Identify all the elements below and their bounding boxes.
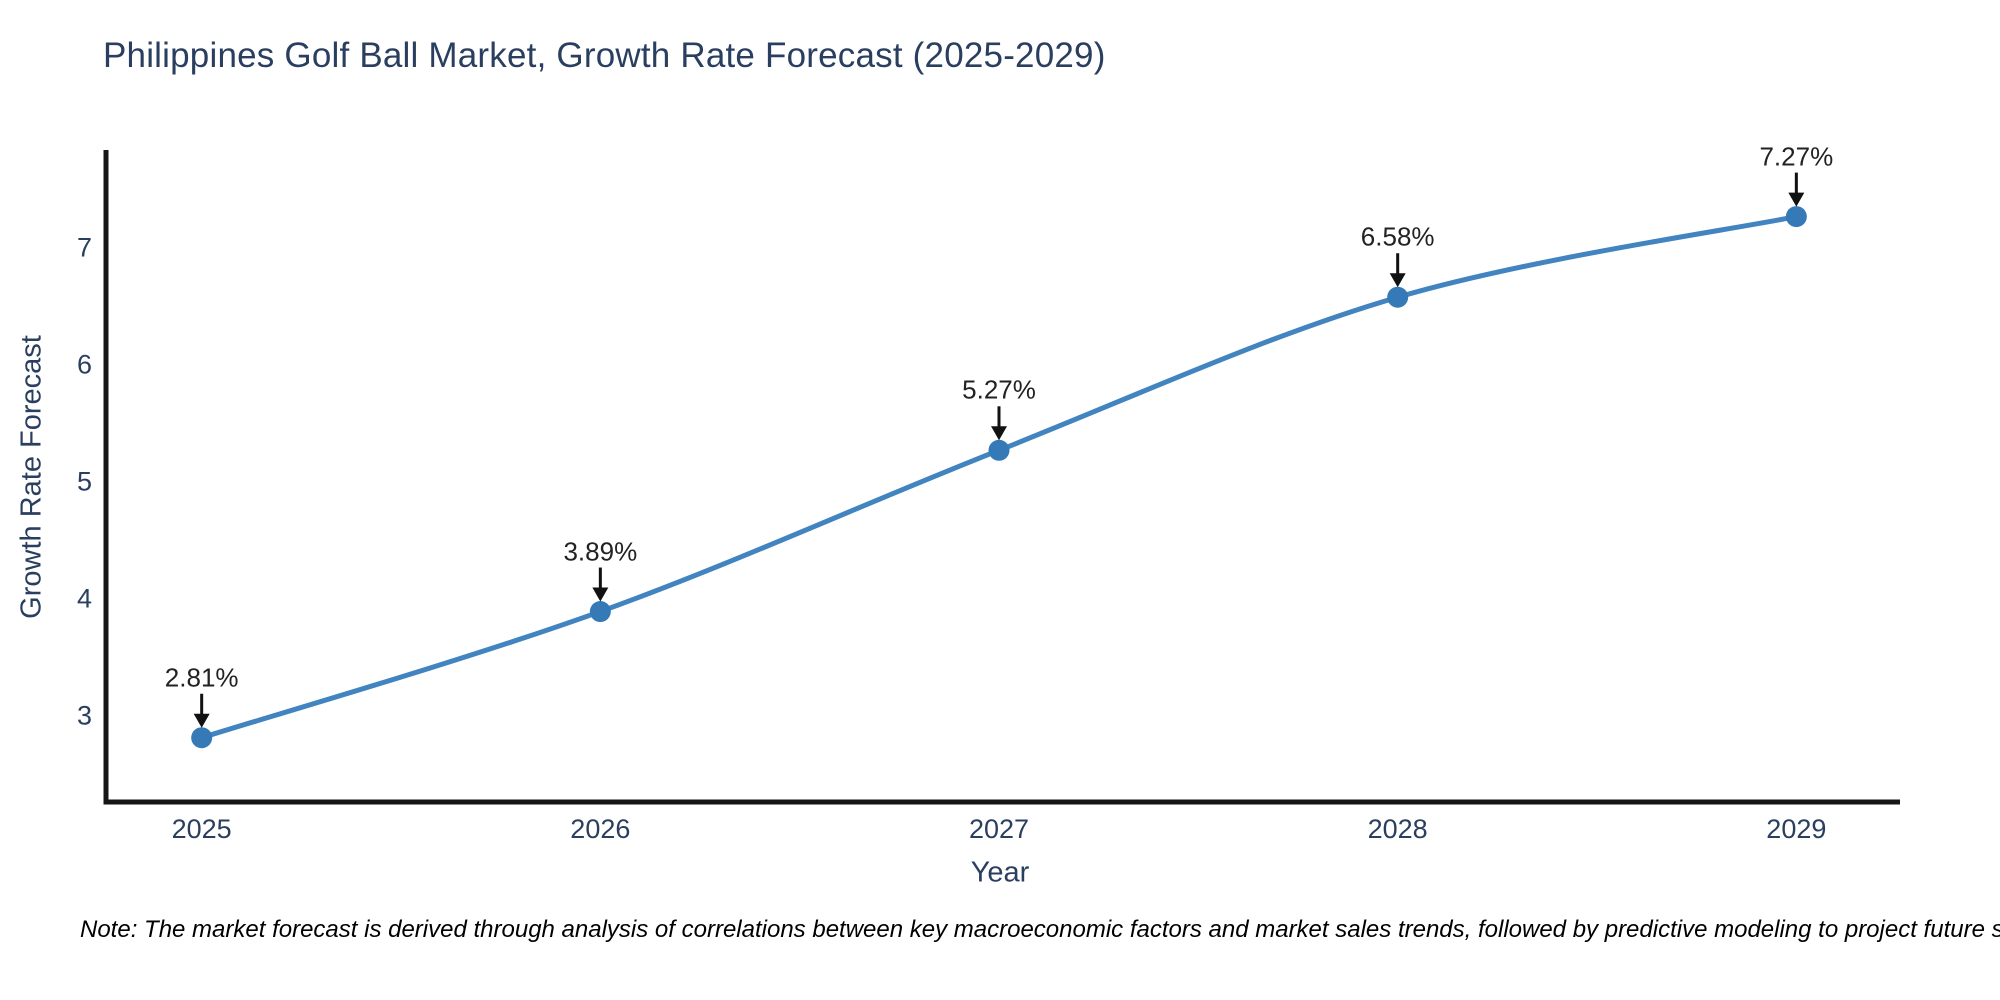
y-tick-label: 7 (76, 232, 92, 263)
data-point-value-label: 6.58% (1360, 221, 1435, 252)
data-point-marker (589, 601, 611, 623)
x-tick-label: 2027 (968, 814, 1030, 844)
y-tick-label: 4 (76, 583, 92, 614)
x-axis-title: Year (970, 856, 1030, 889)
annotation-arrow-head-icon (991, 426, 1008, 441)
data-point-value-label: 3.89% (563, 536, 638, 567)
x-tick-label: 2028 (1367, 814, 1428, 844)
annotation-arrow-head-icon (592, 587, 609, 602)
data-point-value-label: 2.81% (164, 662, 239, 693)
data-point-marker (1387, 286, 1409, 308)
data-point-marker (1785, 206, 1807, 228)
y-tick-label: 5 (76, 466, 92, 497)
y-tick-label: 6 (76, 349, 92, 380)
data-point-marker (988, 439, 1010, 461)
data-point-value-label: 7.27% (1759, 141, 1834, 172)
annotation-arrow-head-icon (1788, 192, 1805, 207)
x-tick-label: 2026 (570, 814, 631, 844)
chart-title: Philippines Golf Ball Market, Growth Rat… (103, 36, 1106, 75)
data-point-value-label: 5.27% (962, 374, 1036, 405)
y-tick-label: 3 (76, 700, 92, 731)
forecast-line (199, 214, 1799, 741)
annotation-arrow-head-icon (1389, 273, 1406, 288)
annotation-arrow-head-icon (193, 713, 210, 728)
data-point-marker (191, 727, 213, 749)
x-tick-label: 2025 (171, 814, 232, 844)
chart-note: Note: The market forecast is derived thr… (80, 916, 2000, 943)
x-tick-label: 2029 (1766, 814, 1827, 844)
